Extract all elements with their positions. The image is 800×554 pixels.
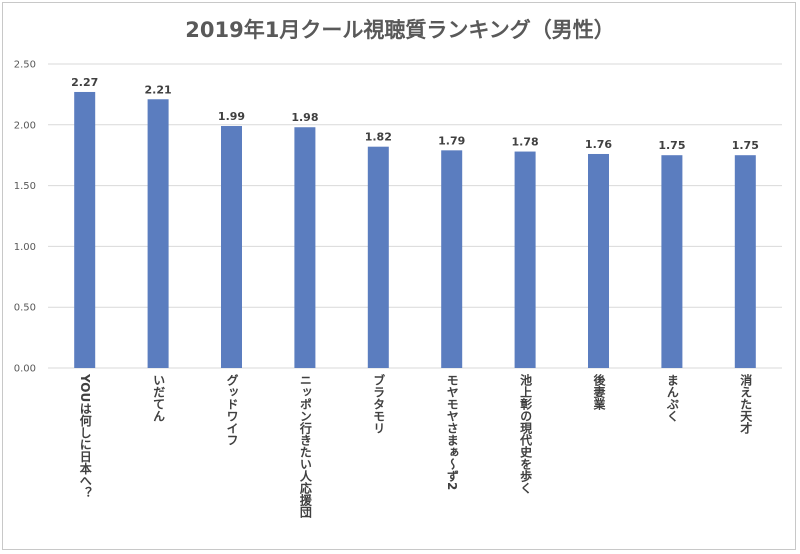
bar	[514, 151, 536, 368]
y-tick-label: 2.50	[14, 60, 36, 71]
bar	[367, 146, 389, 368]
data-label: 2.21	[145, 83, 172, 96]
y-tick-label: 1.50	[14, 181, 36, 192]
x-tick-label: ブラタモリ	[372, 373, 386, 434]
y-tick-label: 0.00	[14, 364, 36, 375]
x-tick-label: まんぷく	[665, 374, 679, 422]
bar	[734, 155, 756, 368]
x-tick-label: モヤモヤさまぁ～ず2	[445, 374, 459, 490]
data-label: 2.27	[71, 76, 98, 89]
data-label: 1.76	[585, 138, 612, 151]
bar	[147, 99, 169, 368]
data-label: 1.79	[438, 134, 465, 147]
bar	[441, 150, 463, 368]
data-label: 1.75	[658, 139, 685, 152]
y-tick-label: 1.00	[14, 242, 36, 253]
data-label: 1.78	[512, 136, 539, 149]
data-label: 1.75	[732, 139, 759, 152]
bar	[294, 127, 316, 369]
data-label: 1.82	[365, 131, 392, 144]
chart-title: 2019年1月クール視聴質ランキング（男性）	[185, 18, 615, 42]
bar	[661, 155, 683, 368]
bar	[74, 91, 96, 368]
y-tick-label: 2.00	[14, 120, 36, 131]
data-label: 1.99	[218, 110, 245, 123]
bar	[588, 153, 609, 368]
x-tick-label: YOUは何しに日本へ？	[78, 373, 92, 498]
x-tick-label: 池上彰の現代史を歩く	[519, 373, 533, 494]
x-tick-label: ニッポン行きたい人応援団	[298, 374, 312, 519]
x-tick-label: グッドワイフ	[225, 373, 239, 446]
x-tick-label: 消えた天才	[739, 373, 753, 435]
bar	[221, 126, 242, 369]
x-tick-label: いだてん	[152, 374, 166, 422]
y-tick-label: 0.50	[14, 303, 36, 314]
data-label: 1.98	[291, 111, 318, 124]
x-tick-label: 後妻業	[592, 373, 606, 411]
